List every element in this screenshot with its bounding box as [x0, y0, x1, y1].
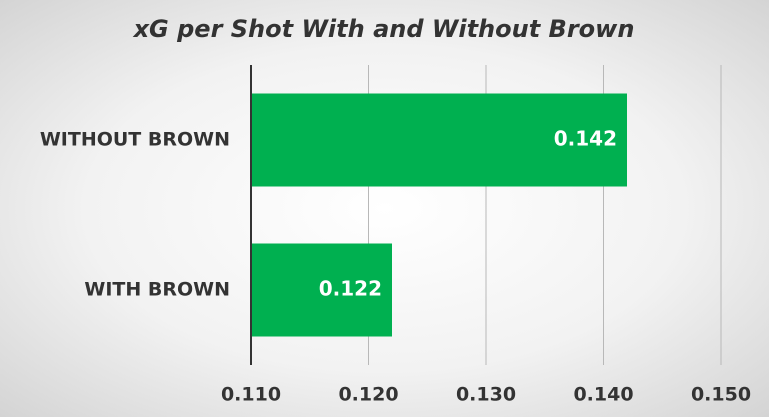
x-tick-label: 0.120 [338, 384, 398, 406]
value-label: 0.142 [554, 127, 617, 151]
bar [251, 93, 627, 187]
x-tick-label: 0.130 [456, 384, 516, 406]
value-label: 0.122 [319, 277, 382, 301]
bar [251, 243, 392, 337]
x-tick-label: 0.150 [691, 384, 751, 406]
x-tick-label: 0.140 [573, 384, 633, 406]
y-tick-label: WITH BROWN [84, 279, 230, 301]
x-tick-label: 0.110 [221, 384, 281, 406]
y-tick-label: WITHOUT BROWN [40, 129, 230, 151]
chart-title: xG per Shot With and Without Brown [133, 15, 635, 43]
